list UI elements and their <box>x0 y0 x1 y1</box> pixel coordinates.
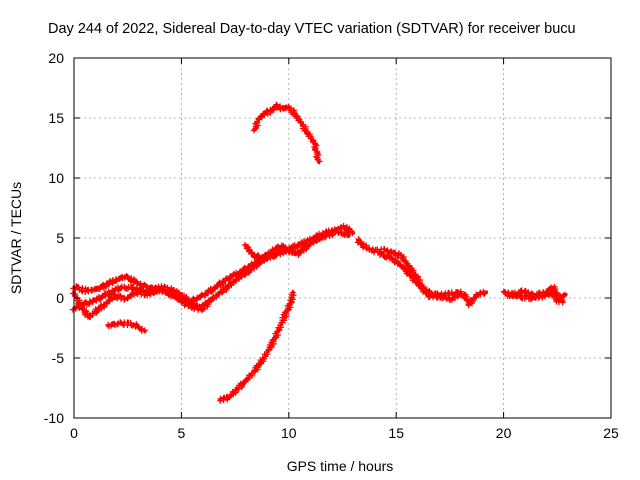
series-segment <box>376 249 393 262</box>
series-segment <box>181 300 202 313</box>
series-segment <box>257 248 275 262</box>
series-segment <box>274 314 288 335</box>
series-segment <box>252 357 267 375</box>
series-track-5 <box>105 319 148 334</box>
x-tick-label: 25 <box>603 425 619 441</box>
x-tick-label: 10 <box>281 425 297 441</box>
series-segment <box>289 238 308 252</box>
series-segment <box>279 242 293 254</box>
series-track-4 <box>242 241 293 263</box>
series-track-9 <box>376 249 464 303</box>
series-segment <box>70 283 89 295</box>
x-tick-label: 15 <box>388 425 404 441</box>
series-segment <box>97 278 116 293</box>
y-tick-label: -10 <box>44 410 64 426</box>
series-track-7 <box>250 101 323 165</box>
series-segment <box>105 320 125 330</box>
series-segment <box>194 297 215 312</box>
data-point <box>347 234 351 238</box>
series-segment <box>415 282 432 299</box>
series-segment <box>331 228 352 239</box>
series-segment <box>273 101 284 113</box>
series-segment <box>159 285 175 300</box>
y-tick-label: 20 <box>48 50 64 66</box>
chart-title: Day 244 of 2022, Sidereal Day-to-day VTE… <box>48 21 576 37</box>
data-points <box>69 101 568 404</box>
series-segment <box>388 255 405 270</box>
data-point <box>289 249 293 253</box>
data-point <box>291 290 295 294</box>
series-segment <box>504 292 524 300</box>
series-segment <box>254 253 274 267</box>
series-segment <box>304 131 317 146</box>
series-segment <box>121 290 139 303</box>
y-tick-label: 10 <box>48 170 64 186</box>
series-segment <box>233 377 249 394</box>
series-track-11 <box>504 288 566 306</box>
data-point <box>351 231 355 235</box>
series-segment <box>212 275 232 292</box>
series-segment <box>473 288 488 299</box>
x-tick-label: 0 <box>70 425 78 441</box>
y-tick-label: 0 <box>56 290 64 306</box>
data-point <box>143 330 147 334</box>
x-axis-label: GPS time / hours <box>287 458 394 474</box>
series-segment <box>398 251 413 269</box>
series-track-6 <box>217 289 297 404</box>
series-segment <box>133 287 151 299</box>
data-point <box>459 290 463 294</box>
data-point <box>209 297 214 301</box>
y-tick-label: -5 <box>52 350 65 366</box>
y-axis-label: SDTVAR / TECUs <box>8 182 24 294</box>
data-point <box>484 290 489 294</box>
series-segment <box>130 321 148 334</box>
data-point <box>562 300 566 304</box>
grid <box>74 58 611 418</box>
series-segment <box>269 242 285 256</box>
x-tick-label: 20 <box>496 425 512 441</box>
series-segment <box>220 278 235 295</box>
series-segment <box>280 300 294 320</box>
data-point <box>564 292 568 296</box>
series-segment <box>242 368 258 385</box>
y-tick-label: 5 <box>56 230 64 246</box>
series-segment <box>105 284 124 298</box>
y-tick-label: 15 <box>48 110 64 126</box>
data-point <box>317 160 321 164</box>
axis-ticks: 0 5 10 15 20 25 -10 -5 0 5 10 15 20 <box>44 50 619 441</box>
series-segment <box>93 290 112 304</box>
series-segment <box>268 328 281 350</box>
x-tick-label: 5 <box>178 425 186 441</box>
